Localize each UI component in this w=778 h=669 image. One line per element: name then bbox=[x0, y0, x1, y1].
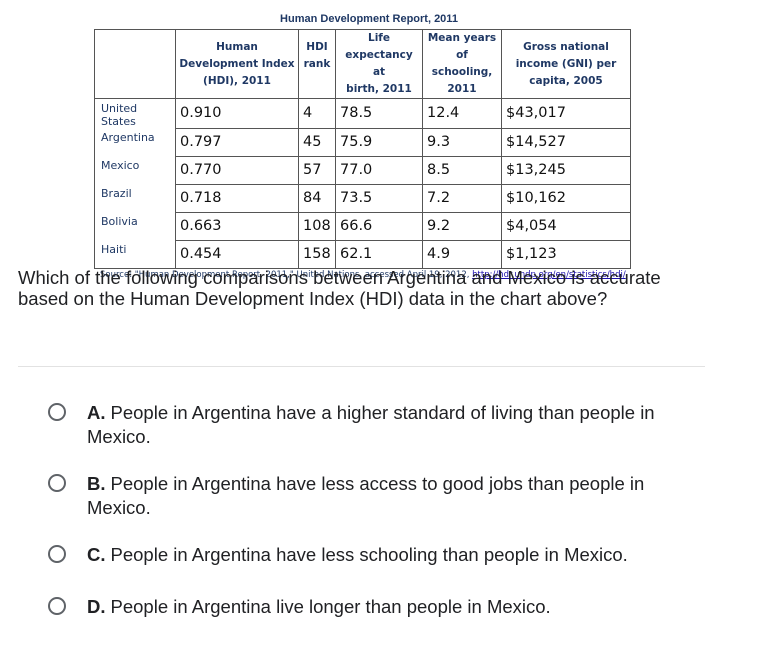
hdi-cell: 0.663 bbox=[175, 211, 299, 241]
column-header-life-expectancy: Life expectancy at birth, 2011 bbox=[335, 29, 423, 99]
rank-cell: 57 bbox=[298, 155, 336, 185]
rank-cell: 108 bbox=[298, 211, 336, 241]
header-line: capita, 2005 bbox=[529, 74, 603, 87]
column-header-schooling: Mean years of schooling, 2011 bbox=[422, 29, 502, 99]
source-end: . bbox=[625, 270, 629, 280]
header-line: rank bbox=[303, 57, 331, 70]
option-a[interactable]: A. People in Argentina have a higher stan… bbox=[48, 401, 728, 449]
life-expectancy-cell: 62.1 bbox=[335, 239, 423, 269]
option-text: People in Argentina have less access to … bbox=[87, 473, 645, 518]
option-text: People in Argentina have less schooling … bbox=[110, 544, 628, 565]
schooling-cell: 7.2 bbox=[422, 183, 502, 213]
gni-cell: $13,245 bbox=[501, 155, 631, 185]
source-text: Source: "Human Development Report, 2011,… bbox=[100, 270, 473, 280]
radio-circle-icon[interactable] bbox=[48, 545, 66, 563]
header-line: of schooling, bbox=[431, 49, 493, 78]
life-expectancy-cell: 73.5 bbox=[335, 183, 423, 213]
table-row: Bolivia 0.663 108 66.6 9.2 $4,054 bbox=[94, 211, 631, 241]
life-expectancy-cell: 66.6 bbox=[335, 211, 423, 241]
country-cell: Brazil bbox=[94, 184, 176, 212]
option-letter: B. bbox=[87, 473, 106, 494]
rank-cell: 84 bbox=[298, 183, 336, 213]
header-line: Development Index bbox=[179, 57, 295, 70]
source-link[interactable]: http://hdr.undp.org/en/statistics/hdi/ bbox=[472, 270, 626, 280]
header-line: income (GNI) per bbox=[515, 57, 617, 70]
header-line: Gross national bbox=[523, 40, 609, 53]
hdi-table-figure: Human Development Report, 2011 Human Dev… bbox=[94, 12, 650, 281]
header-line: 2011 bbox=[447, 83, 477, 95]
schooling-cell: 9.2 bbox=[422, 211, 502, 241]
hdi-cell: 0.797 bbox=[175, 127, 299, 157]
table-row: Haiti 0.454 158 62.1 4.9 $1,123 bbox=[94, 239, 631, 269]
gni-cell: $4,054 bbox=[501, 211, 631, 241]
table-header-row: Human Development Index (HDI), 2011 HDI … bbox=[94, 29, 631, 99]
header-line: (HDI), 2011 bbox=[203, 74, 271, 87]
country-cell: Haiti bbox=[94, 240, 176, 269]
header-line: Human bbox=[216, 40, 258, 53]
header-line: expectancy at bbox=[345, 49, 413, 78]
header-line: Life bbox=[368, 32, 390, 44]
rank-cell: 158 bbox=[298, 239, 336, 269]
option-label: A. People in Argentina have a higher stan… bbox=[87, 401, 687, 449]
radio-circle-icon[interactable] bbox=[48, 597, 66, 615]
gni-cell: $14,527 bbox=[501, 127, 631, 157]
column-header-rank: HDI rank bbox=[298, 29, 336, 99]
country-cell: Mexico bbox=[94, 156, 176, 184]
option-b[interactable]: B. People in Argentina have less access t… bbox=[48, 472, 728, 520]
country-cell: Bolivia bbox=[94, 212, 176, 240]
schooling-cell: 8.5 bbox=[422, 155, 502, 185]
option-text: People in Argentina live longer than peo… bbox=[110, 596, 551, 617]
header-line: birth, 2011 bbox=[346, 83, 412, 95]
country-column-header bbox=[94, 29, 176, 99]
option-label: D. People in Argentina live longer than p… bbox=[87, 595, 687, 619]
option-label: B. People in Argentina have less access t… bbox=[87, 472, 687, 520]
header-line: HDI bbox=[306, 40, 328, 53]
column-header-hdi: Human Development Index (HDI), 2011 bbox=[175, 29, 299, 99]
life-expectancy-cell: 77.0 bbox=[335, 155, 423, 185]
divider bbox=[18, 366, 705, 367]
schooling-cell: 4.9 bbox=[422, 239, 502, 269]
option-letter: D. bbox=[87, 596, 106, 617]
hdi-cell: 0.910 bbox=[175, 98, 299, 129]
table-row: Mexico 0.770 57 77.0 8.5 $13,245 bbox=[94, 155, 631, 185]
gni-cell: $10,162 bbox=[501, 183, 631, 213]
option-letter: A. bbox=[87, 402, 106, 423]
country-cell: United States bbox=[94, 98, 176, 128]
life-expectancy-cell: 78.5 bbox=[335, 98, 423, 129]
gni-cell: $43,017 bbox=[501, 98, 631, 129]
radio-circle-icon[interactable] bbox=[48, 474, 66, 492]
option-d[interactable]: D. People in Argentina live longer than p… bbox=[48, 595, 728, 619]
life-expectancy-cell: 75.9 bbox=[335, 127, 423, 157]
table-title: Human Development Report, 2011 bbox=[280, 13, 458, 25]
hdi-cell: 0.770 bbox=[175, 155, 299, 185]
rank-cell: 45 bbox=[298, 127, 336, 157]
hdi-cell: 0.454 bbox=[175, 239, 299, 269]
option-text: People in Argentina have a higher standa… bbox=[87, 402, 655, 447]
schooling-cell: 9.3 bbox=[422, 127, 502, 157]
radio-circle-icon[interactable] bbox=[48, 403, 66, 421]
option-label: C. People in Argentina have less schoolin… bbox=[87, 543, 687, 567]
option-letter: C. bbox=[87, 544, 106, 565]
rank-cell: 4 bbox=[298, 98, 336, 129]
table-row: United States 0.910 4 78.5 12.4 $43,017 bbox=[94, 98, 631, 129]
header-line: Mean years bbox=[427, 32, 497, 44]
schooling-cell: 12.4 bbox=[422, 98, 502, 129]
question-text: Which of the following comparisons betwe… bbox=[18, 267, 661, 309]
table-row: Brazil 0.718 84 73.5 7.2 $10,162 bbox=[94, 183, 631, 213]
hdi-cell: 0.718 bbox=[175, 183, 299, 213]
table-row: Argentina 0.797 45 75.9 9.3 $14,527 bbox=[94, 127, 631, 157]
country-cell: Argentina bbox=[94, 128, 176, 156]
hdi-table: Human Development Index (HDI), 2011 HDI … bbox=[94, 29, 631, 269]
gni-cell: $1,123 bbox=[501, 239, 631, 269]
source-citation: Source: "Human Development Report, 2011,… bbox=[100, 270, 650, 281]
column-header-gni: Gross national income (GNI) per capita, … bbox=[501, 29, 631, 99]
option-c[interactable]: C. People in Argentina have less schoolin… bbox=[48, 543, 728, 567]
